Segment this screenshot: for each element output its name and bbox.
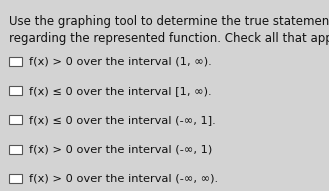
Text: f(x) > 0 over the interval (1, ∞).: f(x) > 0 over the interval (1, ∞). bbox=[29, 57, 212, 67]
Text: f(x) > 0 over the interval (-∞, 1): f(x) > 0 over the interval (-∞, 1) bbox=[29, 144, 212, 154]
FancyBboxPatch shape bbox=[9, 174, 22, 183]
Text: f(x) ≤ 0 over the interval [1, ∞).: f(x) ≤ 0 over the interval [1, ∞). bbox=[29, 86, 211, 96]
FancyBboxPatch shape bbox=[9, 145, 22, 154]
Text: f(x) ≤ 0 over the interval (-∞, 1].: f(x) ≤ 0 over the interval (-∞, 1]. bbox=[29, 115, 215, 125]
Text: Use the graphing tool to determine the true statements
regarding the represented: Use the graphing tool to determine the t… bbox=[9, 15, 329, 45]
Text: f(x) > 0 over the interval (-∞, ∞).: f(x) > 0 over the interval (-∞, ∞). bbox=[29, 173, 218, 183]
FancyBboxPatch shape bbox=[9, 115, 22, 125]
FancyBboxPatch shape bbox=[9, 86, 22, 95]
FancyBboxPatch shape bbox=[9, 57, 22, 66]
